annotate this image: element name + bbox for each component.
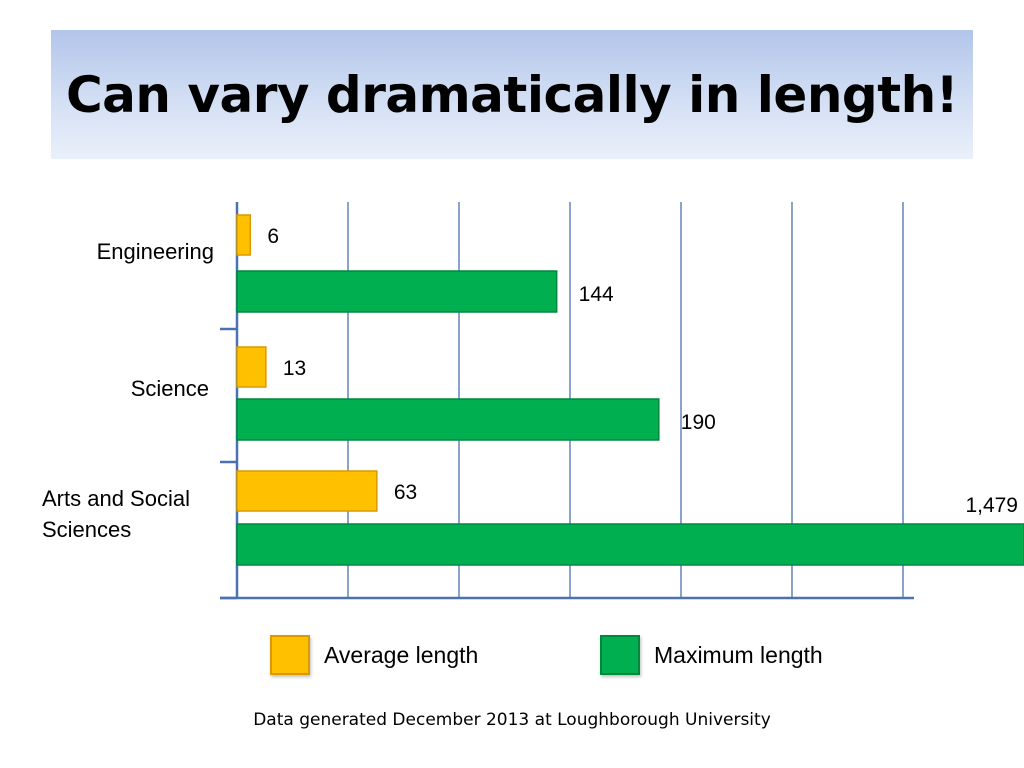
footnote-source: Data generated December 2013 at Loughbor… xyxy=(253,710,771,730)
legend-item-average: Average length xyxy=(270,633,478,677)
bar-maximum xyxy=(236,270,558,313)
category-label: Arts and Social xyxy=(42,486,190,511)
legend-item-maximum: Maximum length xyxy=(600,633,823,677)
data-label-maximum: 1,479 xyxy=(965,494,1018,517)
bar-average xyxy=(236,470,378,512)
data-label-maximum: 190 xyxy=(681,411,716,434)
category-label: Science xyxy=(131,376,209,401)
bar-maximum xyxy=(236,523,1024,566)
data-label-maximum: 144 xyxy=(579,283,614,306)
legend-label-maximum: Maximum length xyxy=(654,641,823,668)
slide-title: Can vary dramatically in length! xyxy=(65,65,959,124)
data-label-average: 13 xyxy=(283,357,306,380)
category-label: Sciences xyxy=(42,517,131,542)
chart-legend: Average length Maximum length xyxy=(0,633,1024,677)
bar-average xyxy=(236,346,267,388)
green-square-swatch xyxy=(600,635,640,675)
data-label-average: 63 xyxy=(394,481,417,504)
data-label-average: 6 xyxy=(267,225,279,248)
legend-label-average: Average length xyxy=(324,641,479,668)
bar-maximum xyxy=(236,398,660,441)
bar-average xyxy=(236,214,252,256)
category-label: Engineering xyxy=(97,239,214,264)
title-banner: Can vary dramatically in length! xyxy=(51,30,973,159)
orange-square-swatch xyxy=(270,635,310,675)
